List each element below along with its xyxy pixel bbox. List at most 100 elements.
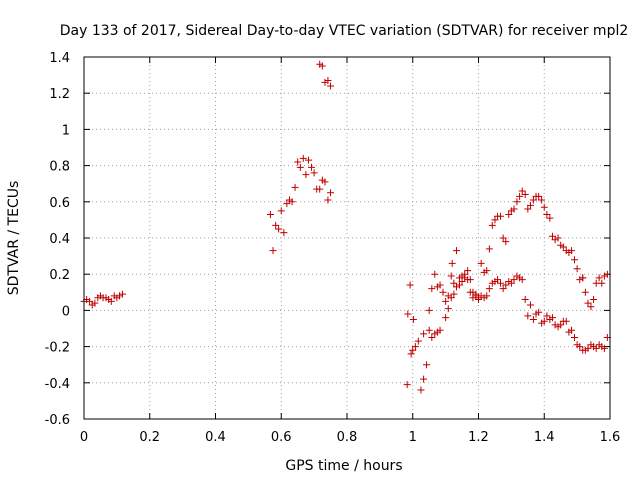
- data-point: [518, 276, 526, 284]
- data-point: [442, 297, 450, 305]
- data-point: [595, 274, 603, 282]
- data-point: [488, 221, 496, 229]
- data-point: [497, 212, 505, 220]
- data-point: [570, 256, 578, 264]
- data-point: [327, 82, 335, 90]
- data-point: [116, 292, 124, 300]
- data-point: [464, 267, 472, 275]
- data-point: [548, 314, 556, 322]
- data-point: [485, 245, 493, 253]
- data-point: [296, 163, 304, 171]
- x-tick-label: 0: [80, 430, 88, 445]
- x-tick-label: 0.4: [205, 430, 226, 445]
- data-point: [502, 281, 510, 289]
- data-point: [584, 344, 592, 352]
- data-point: [307, 163, 315, 171]
- data-point: [420, 330, 428, 338]
- y-tick-label: 0.6: [49, 196, 70, 211]
- data-point: [543, 210, 551, 218]
- data-point: [464, 276, 472, 284]
- data-point: [321, 178, 329, 186]
- data-point: [592, 344, 600, 352]
- data-point: [524, 312, 532, 320]
- data-point: [414, 337, 422, 345]
- y-tick-label: -0.6: [45, 413, 70, 428]
- data-point: [554, 234, 562, 242]
- data-point: [403, 381, 411, 389]
- data-point: [327, 189, 335, 197]
- data-point: [590, 296, 598, 304]
- data-point: [579, 274, 587, 282]
- data-point: [494, 276, 502, 284]
- data-point: [420, 375, 428, 383]
- x-tick-label: 0.2: [139, 430, 160, 445]
- x-axis-label: GPS time / hours: [285, 458, 402, 474]
- data-point: [439, 288, 447, 296]
- data-point: [543, 312, 551, 320]
- data-point: [491, 216, 499, 224]
- chart-title: Day 133 of 2017, Sidereal Day-to-day VTE…: [60, 23, 629, 39]
- data-point: [269, 247, 277, 255]
- data-point: [497, 279, 505, 287]
- data-point: [483, 267, 491, 275]
- data-point: [280, 229, 288, 237]
- data-point: [302, 171, 310, 179]
- x-tick-label: 1.6: [600, 430, 621, 445]
- x-tick-label: 1.4: [534, 430, 555, 445]
- y-tick-label: -0.4: [45, 377, 70, 392]
- data-point: [321, 78, 329, 86]
- data-point: [417, 386, 425, 394]
- data-point: [118, 290, 126, 298]
- y-tick-label: 0.8: [49, 160, 70, 175]
- data-point: [91, 299, 99, 307]
- data-point: [450, 279, 458, 287]
- data-point: [483, 292, 491, 300]
- data-point: [507, 279, 515, 287]
- data-point: [466, 288, 474, 296]
- data-point: [283, 200, 291, 208]
- data-point: [448, 259, 456, 267]
- data-point: [472, 290, 480, 298]
- data-point: [505, 210, 513, 218]
- data-point: [428, 334, 436, 342]
- data-point: [407, 350, 415, 358]
- data-point: [411, 343, 419, 351]
- data-point: [521, 191, 529, 199]
- data-point: [524, 205, 532, 213]
- data-point: [535, 192, 543, 200]
- data-point: [447, 294, 455, 302]
- data-point: [288, 198, 296, 206]
- data-point: [540, 203, 548, 211]
- data-point: [452, 283, 460, 291]
- y-tick-label: 0: [62, 304, 70, 319]
- data-point: [516, 192, 524, 200]
- data-point: [428, 285, 436, 293]
- data-point: [521, 296, 529, 304]
- axis-ticks: 0 0.2 0.4 0.6 0.8 1 1.2 1.4 1.6 -0.6 -0.4 -0.2 0 0.2 0…: [45, 51, 621, 445]
- data-point: [409, 346, 417, 354]
- data-point: [513, 198, 521, 206]
- data-point: [305, 156, 313, 164]
- x-tick-label: 1: [409, 430, 417, 445]
- data-point: [598, 279, 606, 287]
- data-point: [294, 158, 302, 166]
- data-point: [455, 281, 463, 289]
- y-tick-label: -0.2: [45, 341, 70, 356]
- data-point: [499, 285, 507, 293]
- data-point: [518, 187, 526, 195]
- y-tick-label: 0.2: [49, 268, 70, 283]
- data-point: [452, 247, 460, 255]
- data-point: [318, 62, 326, 70]
- x-tick-label: 0.6: [271, 430, 292, 445]
- data-point: [502, 238, 510, 246]
- data-point: [431, 270, 439, 278]
- x-tick-label: 1.2: [468, 430, 489, 445]
- x-tick-label: 0.8: [337, 430, 358, 445]
- data-point: [469, 294, 477, 302]
- data-point: [600, 344, 608, 352]
- data-point: [562, 317, 570, 325]
- plot-frame: [83, 56, 611, 420]
- data-points: [80, 60, 611, 394]
- data-point: [557, 321, 565, 329]
- data-point: [461, 270, 469, 278]
